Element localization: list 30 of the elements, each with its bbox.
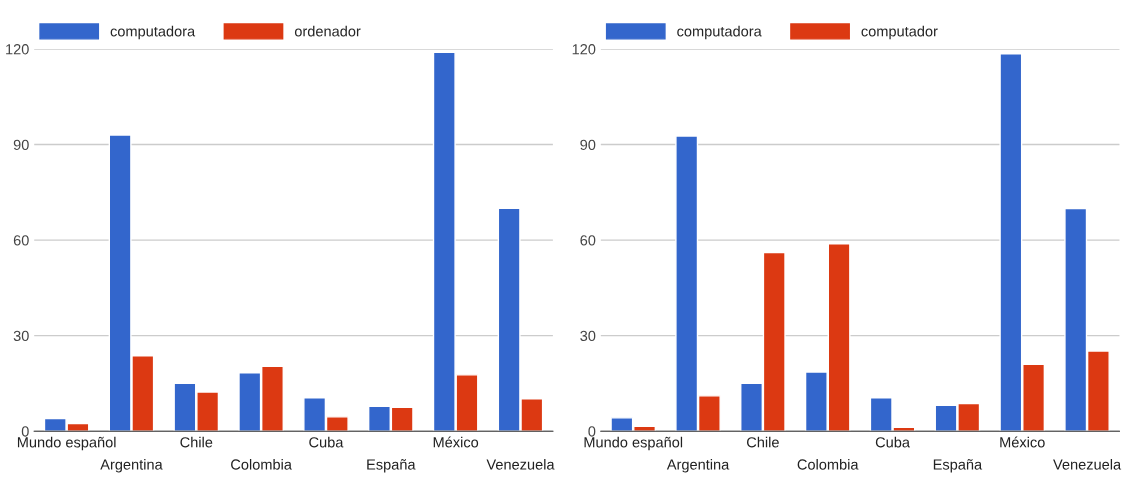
x-tick-label: Chile bbox=[180, 436, 213, 448]
x-tick-label: Mundo español bbox=[584, 436, 683, 451]
x-tick-label: Chile bbox=[747, 436, 779, 448]
y-tick-label: 0 bbox=[21, 426, 29, 437]
x-tick-label: México bbox=[1000, 436, 1045, 448]
y-tick-label: 30 bbox=[580, 330, 596, 342]
x-tick-label: México bbox=[433, 436, 479, 448]
y-tick-label: 60 bbox=[13, 235, 29, 246]
y-tick-label: 90 bbox=[13, 139, 29, 150]
x-tick-label: Argentina bbox=[100, 458, 163, 473]
y-tick-label: 120 bbox=[6, 44, 29, 55]
x-tick-label: Venezuela bbox=[1053, 458, 1122, 470]
x-tick-label: Argentina bbox=[666, 458, 730, 473]
y-tick-label: 90 bbox=[580, 139, 596, 150]
legend-label: computadora bbox=[110, 25, 196, 40]
legend-label: ordenador bbox=[294, 25, 361, 37]
x-tick-label: Cuba bbox=[309, 436, 344, 448]
legend-label: computadora bbox=[677, 25, 762, 40]
x-tick-label: Venezuela bbox=[486, 458, 555, 470]
x-tick-label: Mundo español bbox=[17, 436, 116, 451]
x-tick-label: Colombia bbox=[797, 458, 859, 470]
x-tick-label: España bbox=[933, 459, 983, 473]
y-tick-label: 120 bbox=[572, 44, 596, 55]
legend-label: computador bbox=[861, 25, 938, 40]
y-tick-label: 30 bbox=[13, 330, 29, 342]
y-tick-label: 60 bbox=[580, 235, 596, 246]
x-tick-label: España bbox=[367, 459, 416, 473]
x-tick-label: Colombia bbox=[231, 458, 292, 470]
x-tick-label: Cuba bbox=[875, 436, 910, 448]
y-tick-label: 0 bbox=[588, 426, 596, 437]
